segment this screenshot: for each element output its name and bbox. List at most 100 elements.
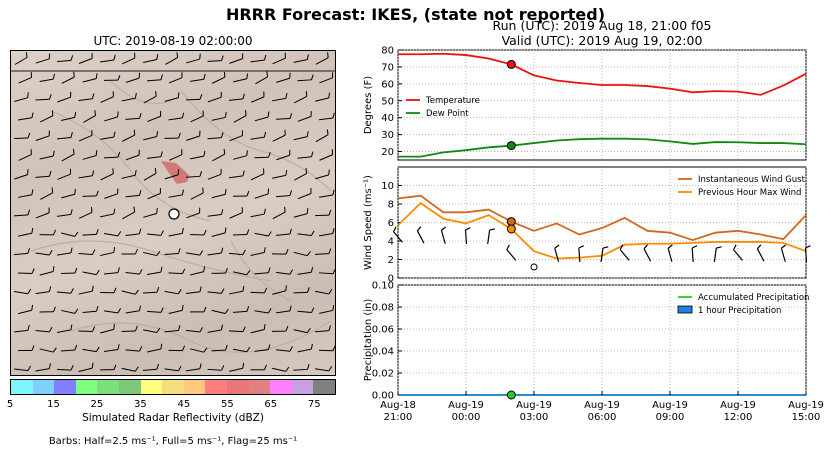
wind-barb [40, 187, 54, 200]
wind-barb [250, 287, 268, 294]
x-tick-label: 09:00 [656, 412, 685, 423]
wind-barb [250, 54, 267, 63]
wind-barb [143, 54, 159, 63]
wind-barb [207, 247, 224, 256]
wind-barb [103, 267, 120, 275]
wind-barb [125, 305, 142, 314]
run-valid-title: Run (UTC): 2019 Aug 18, 21:00 f05 Valid … [398, 18, 806, 48]
wind-barb [125, 190, 142, 198]
colorbar-tick-label: 45 [177, 399, 191, 410]
wind-barb [17, 268, 35, 275]
wind-barb [82, 190, 99, 197]
y-tick-label: 0.08 [372, 303, 394, 314]
wind-barb [212, 148, 226, 162]
x-tick-label: 15:00 [792, 412, 821, 423]
wind-barb [18, 345, 35, 351]
wind-barb [207, 91, 222, 103]
legend-label: Accumulated Precipitation [698, 293, 809, 303]
wind-barb [18, 227, 34, 237]
wind-barb [168, 227, 184, 237]
wind-barb [229, 285, 245, 295]
wind-barb [254, 152, 271, 159]
x-tick-label: 12:00 [724, 412, 753, 423]
y-tick-label: 50 [381, 96, 394, 107]
x-tick-label: Aug-19 [448, 400, 484, 411]
current-time-marker [506, 217, 516, 227]
wind-barb [271, 325, 289, 332]
y-tick-label: 0.00 [372, 391, 394, 402]
wind-barb [78, 362, 94, 372]
wind-barb [314, 209, 332, 217]
wind-barb [297, 151, 314, 159]
wind-barb [61, 148, 75, 162]
wind-barb [78, 170, 95, 179]
wind-barb [78, 326, 96, 332]
wind-barb [211, 227, 227, 237]
colorbar-cell [226, 380, 249, 394]
colorbar-cell [162, 380, 184, 394]
wind-barb [275, 346, 293, 352]
wind-barb [318, 112, 335, 121]
wind-barb [319, 305, 335, 314]
wind-barb [39, 266, 55, 276]
wind-barb [83, 109, 97, 123]
wind-barb [125, 346, 143, 352]
wind-barb [146, 151, 163, 159]
wind-barb [319, 189, 335, 198]
wind-barb [14, 288, 32, 295]
legend-label: Previous Hour Max Wind [698, 188, 801, 198]
wind-barb [164, 169, 180, 180]
colorbar-cell [11, 380, 33, 394]
valid-time-label: Valid (UTC): 2019 Aug 19, 02:00 [501, 33, 703, 48]
wind-barb [82, 346, 100, 353]
wind-barb [125, 149, 140, 161]
wind-barb [82, 269, 100, 276]
wind-barb [103, 74, 121, 81]
wind-barb [61, 188, 76, 199]
colorbar-cell [97, 380, 119, 394]
wind-barb [147, 187, 161, 200]
wind-barb [232, 306, 250, 313]
wind-barb [229, 53, 244, 64]
wind-barb [250, 131, 267, 140]
wind-barb [272, 169, 288, 179]
wind-barb [60, 344, 78, 352]
wind-barb [186, 250, 204, 256]
wind-barb [314, 325, 332, 333]
wind-barb [250, 247, 266, 256]
wind-barb [61, 111, 77, 121]
wind-barb [275, 305, 292, 314]
wind-barb [487, 228, 496, 245]
barb-legend-note: Barbs: Half=2.5 ms⁻¹, Full=5 ms⁻¹, Flag=… [48, 436, 298, 447]
wind-barb [78, 93, 95, 101]
wind-barb [232, 229, 250, 236]
wind-barb [146, 74, 164, 82]
y-tick-label: 0.10 [372, 281, 394, 292]
wind-barb [293, 287, 310, 294]
wind-barb [254, 188, 270, 199]
wind-barb [100, 168, 114, 181]
wind-barb [165, 52, 179, 65]
colorbar-cell [118, 380, 141, 394]
wind-barb [207, 365, 225, 371]
wind-barb [272, 206, 286, 220]
wind-barb [691, 245, 698, 263]
wind-barb [275, 269, 294, 275]
wind-barb [319, 228, 335, 237]
wind-barb [39, 110, 54, 123]
wind-barb [600, 246, 609, 263]
y-tick-label: 30 [381, 130, 394, 141]
wind-barb [14, 92, 29, 103]
wind-barb [39, 150, 55, 160]
wind-barb [272, 285, 287, 295]
wind-barb [13, 325, 30, 333]
wind-barb [14, 52, 28, 65]
wind-barb [189, 229, 207, 236]
wind-barb [643, 244, 652, 262]
wind-barb [57, 247, 73, 256]
wind-barb [18, 304, 34, 315]
wind-barb [229, 207, 243, 219]
wind-barb [272, 129, 286, 142]
wind-barb [14, 169, 29, 180]
